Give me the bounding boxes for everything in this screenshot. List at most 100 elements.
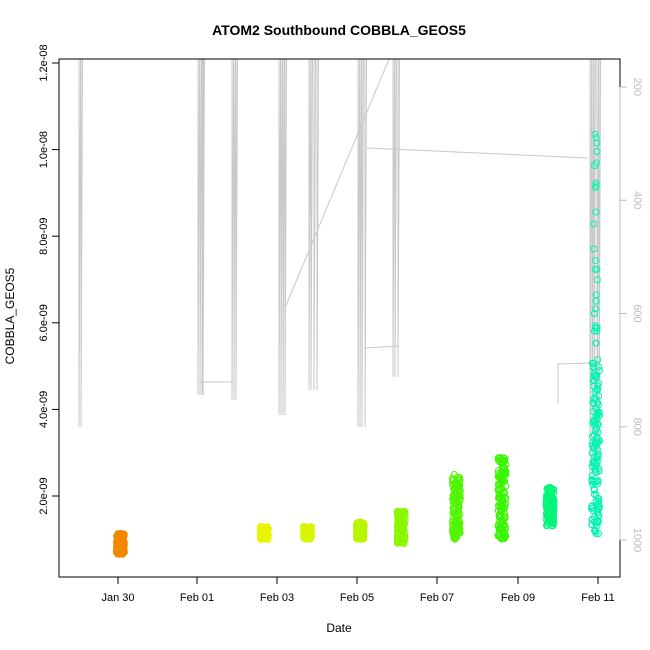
- data-point: [495, 531, 503, 539]
- x-tick-label: Feb 03: [260, 592, 294, 604]
- y2-axis: 200 400 600 800 1000: [619, 78, 643, 552]
- data-point: [395, 513, 402, 521]
- data-point: [261, 524, 269, 531]
- plot-frame: [58, 58, 621, 578]
- y-tick-label: 8.0e-09: [38, 218, 50, 255]
- data-point: [495, 494, 502, 502]
- data-point: [495, 503, 503, 511]
- data-point: [501, 514, 509, 522]
- data-point: [550, 515, 558, 523]
- y2-tick-label: 600: [631, 304, 643, 322]
- data-point: [300, 527, 308, 535]
- data-point: [498, 524, 505, 532]
- y2-tick-label: 1000: [631, 528, 643, 552]
- data-point: [596, 437, 604, 445]
- data-point: [546, 491, 554, 499]
- data-point: [394, 531, 402, 539]
- data-point: [495, 469, 502, 477]
- data-point: [590, 360, 598, 368]
- data-point: [357, 518, 364, 526]
- data-point: [454, 480, 462, 488]
- data-point: [543, 500, 551, 507]
- data-point: [595, 465, 603, 473]
- x-tick-label: Feb 05: [340, 592, 374, 604]
- data-point: [593, 139, 601, 147]
- data-point: [590, 445, 598, 452]
- data-point: [593, 148, 601, 155]
- data-point: [589, 364, 597, 372]
- data-point: [593, 324, 601, 332]
- data-point: [588, 477, 596, 485]
- x-tick-label: Feb 07: [420, 592, 454, 604]
- data-point: [117, 545, 125, 552]
- data-point: [592, 179, 600, 187]
- data-point: [120, 538, 128, 546]
- y-axis-label: COBBLA_GEOS5: [3, 267, 17, 364]
- data-point: [592, 182, 600, 190]
- data-point: [398, 524, 406, 532]
- data-point: [550, 496, 557, 504]
- data-point: [592, 134, 600, 142]
- data-point: [456, 492, 464, 500]
- data-point: [590, 418, 598, 426]
- data-point: [589, 504, 597, 512]
- data-point: [589, 507, 597, 515]
- data-point: [591, 130, 599, 138]
- data-point: [500, 490, 508, 497]
- data-point: [394, 538, 402, 546]
- data-point: [592, 305, 600, 313]
- y-tick-label: 1.2e-08: [38, 44, 50, 81]
- data-point: [453, 479, 461, 487]
- data-point: [592, 208, 600, 216]
- x-tick-label: Feb 09: [501, 592, 535, 604]
- data-point: [588, 462, 596, 470]
- data-point: [591, 257, 599, 264]
- data-point: [354, 529, 362, 537]
- data-point: [549, 507, 557, 515]
- data-point: [264, 524, 272, 532]
- data-point: [550, 519, 558, 527]
- data-point: [593, 159, 600, 167]
- data-point: [396, 514, 404, 522]
- data-point: [590, 220, 598, 228]
- data-point: [594, 386, 602, 394]
- data-point: [502, 499, 510, 507]
- data-point: [546, 505, 554, 513]
- data-point: [592, 339, 600, 347]
- data-point: [401, 509, 409, 517]
- x-axis-label: Date: [326, 621, 352, 635]
- data-point: [456, 529, 464, 537]
- x-axis: Jan 30 Feb 01 Feb 03 Feb 05 Feb 07 Feb 09 Feb …: [101, 576, 615, 604]
- data-point: [592, 530, 600, 537]
- data-point: [590, 245, 598, 253]
- data-point: [452, 489, 460, 496]
- data-point: [595, 498, 603, 505]
- data-point: [300, 531, 308, 539]
- y-tick-label: 2.0e-09: [38, 477, 50, 514]
- data-point: [498, 468, 506, 476]
- data-point: [495, 490, 503, 498]
- data-point: [593, 454, 601, 461]
- data-point: [592, 291, 600, 299]
- y-tick-label: 6.0e-09: [38, 304, 50, 341]
- data-point: [307, 532, 315, 540]
- y2-tick-label: 400: [631, 191, 643, 209]
- data-point: [593, 408, 601, 416]
- data-point: [594, 457, 602, 465]
- data-point: [588, 449, 596, 457]
- data-point: [450, 503, 458, 511]
- y2-tick-label: 800: [631, 418, 643, 436]
- data-point: [500, 534, 508, 542]
- data-point: [497, 456, 505, 463]
- data-point: [305, 525, 313, 533]
- data-point: [593, 494, 601, 502]
- data-point: [261, 534, 269, 542]
- data-point: [593, 265, 601, 273]
- data-point: [543, 522, 551, 529]
- data-point: [456, 496, 464, 504]
- data-point: [450, 534, 458, 542]
- data-point: [117, 530, 125, 538]
- y-tick-label: 1.0e-08: [38, 131, 50, 168]
- data-points: [112, 130, 604, 558]
- data-point: [115, 543, 123, 551]
